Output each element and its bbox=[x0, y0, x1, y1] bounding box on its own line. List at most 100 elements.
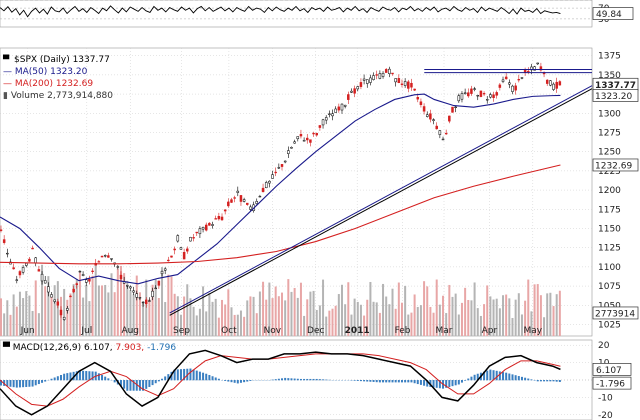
candle-body bbox=[356, 86, 360, 90]
volume-bar bbox=[473, 282, 476, 336]
macd-histogram-bar bbox=[239, 380, 242, 383]
macd-histogram-bar bbox=[243, 380, 246, 383]
volume-bar bbox=[407, 314, 410, 336]
volume-bar bbox=[543, 317, 546, 336]
macd-histogram-bar bbox=[296, 378, 299, 381]
volume-bar bbox=[413, 294, 416, 336]
volume-bar bbox=[82, 297, 85, 336]
macd-histogram-bar bbox=[356, 380, 359, 381]
price-tick-label: 1100 bbox=[598, 263, 621, 273]
candle-body bbox=[214, 218, 217, 220]
candle-body bbox=[189, 237, 192, 242]
macd-histogram-bar bbox=[53, 377, 56, 381]
candle-body bbox=[555, 81, 558, 89]
macd-histogram-bar bbox=[37, 380, 40, 385]
candle-body bbox=[457, 95, 461, 102]
price-tick-label: 1300 bbox=[598, 109, 621, 119]
candle-body bbox=[217, 216, 221, 220]
candle-body bbox=[144, 299, 148, 305]
x-tick-label: Oct bbox=[221, 326, 237, 336]
volume-bar bbox=[344, 304, 347, 336]
macd-histogram-bar bbox=[205, 373, 208, 381]
candle-body bbox=[160, 270, 164, 275]
legend-ma50: — MA(50) 1323.20 bbox=[3, 67, 88, 77]
candle-body bbox=[40, 273, 44, 282]
candle-body bbox=[514, 85, 517, 91]
candle-body bbox=[258, 195, 262, 198]
macd-histogram-bar bbox=[400, 380, 403, 383]
candle-body bbox=[173, 248, 176, 251]
x-tick-label: Apr bbox=[482, 326, 498, 336]
macd-histogram-bar bbox=[104, 376, 107, 381]
volume-bar bbox=[287, 279, 290, 336]
price-tick-label: 1200 bbox=[598, 186, 621, 196]
candle-body bbox=[21, 267, 25, 273]
macd-histogram-bar bbox=[132, 380, 135, 391]
ma200-line bbox=[0, 164, 561, 265]
macd-histogram-bar bbox=[3, 380, 6, 386]
candle-body bbox=[62, 316, 66, 320]
volume-bar bbox=[457, 314, 460, 336]
candle-body bbox=[56, 301, 60, 306]
macd-histogram-bar bbox=[154, 380, 157, 384]
candle-body bbox=[467, 92, 470, 97]
volume-bar bbox=[142, 302, 145, 336]
volume-bar bbox=[296, 297, 299, 336]
macd-histogram-bar bbox=[520, 376, 523, 381]
macd-histogram-bar bbox=[230, 380, 233, 383]
candle-body bbox=[384, 69, 388, 73]
volume-bar bbox=[72, 284, 75, 336]
candle-body bbox=[489, 94, 492, 98]
macd-value-box bbox=[592, 376, 632, 390]
volume-bar bbox=[50, 296, 53, 336]
macd-panel: 20100-10-20 6.107-1.796 ▀ MACD(12,26,9) … bbox=[0, 339, 632, 420]
macd-histogram-bar bbox=[451, 380, 454, 387]
volume-bar bbox=[445, 313, 448, 336]
candle-body bbox=[381, 72, 385, 77]
volume-bar bbox=[37, 313, 40, 336]
volume-bar bbox=[116, 268, 119, 336]
volume-bar bbox=[195, 315, 198, 336]
candle-body bbox=[12, 267, 15, 270]
volume-bar bbox=[486, 285, 489, 336]
macd-histogram-bar bbox=[224, 380, 227, 381]
macd-histogram-bar bbox=[517, 376, 520, 381]
candle-body bbox=[407, 81, 410, 89]
macd-histogram-bar bbox=[325, 379, 328, 381]
volume-bar bbox=[356, 301, 359, 336]
candle-body bbox=[72, 288, 75, 293]
volume-bar bbox=[533, 284, 536, 336]
volume-bar bbox=[230, 307, 233, 336]
volume-bar bbox=[0, 298, 2, 336]
price-tick-label: 1125 bbox=[598, 244, 621, 254]
volume-bar bbox=[145, 279, 148, 336]
macd-histogram-bar bbox=[385, 380, 388, 383]
macd-histogram-bar bbox=[309, 378, 312, 381]
x-tick-label: Jul bbox=[80, 326, 92, 336]
volume-bar bbox=[306, 299, 309, 336]
candle-body bbox=[558, 81, 562, 86]
volume-bar bbox=[369, 281, 372, 336]
volume-bar bbox=[489, 296, 492, 336]
volume-bar bbox=[85, 284, 88, 336]
macd-histogram-bar bbox=[514, 375, 517, 381]
candle-body bbox=[296, 136, 300, 140]
macd-histogram-bar bbox=[533, 380, 536, 381]
macd-histogram-bar bbox=[454, 380, 457, 386]
volume-bar bbox=[549, 292, 552, 336]
volume-bar bbox=[347, 282, 350, 336]
x-tick-label: Sep bbox=[173, 326, 190, 336]
volume-bar bbox=[517, 293, 520, 336]
macd-histogram-bar bbox=[249, 380, 252, 381]
macd-histogram-bar bbox=[50, 378, 53, 381]
candle-body bbox=[230, 199, 233, 203]
candle-body bbox=[353, 88, 356, 94]
candle-body bbox=[312, 132, 315, 135]
candle-body bbox=[97, 261, 101, 263]
candle-body bbox=[520, 77, 524, 79]
volume-bar bbox=[88, 301, 91, 336]
candle-body bbox=[435, 125, 438, 130]
rsi-panel: 7030 49.84 bbox=[0, 0, 634, 28]
volume-bar bbox=[205, 311, 208, 336]
